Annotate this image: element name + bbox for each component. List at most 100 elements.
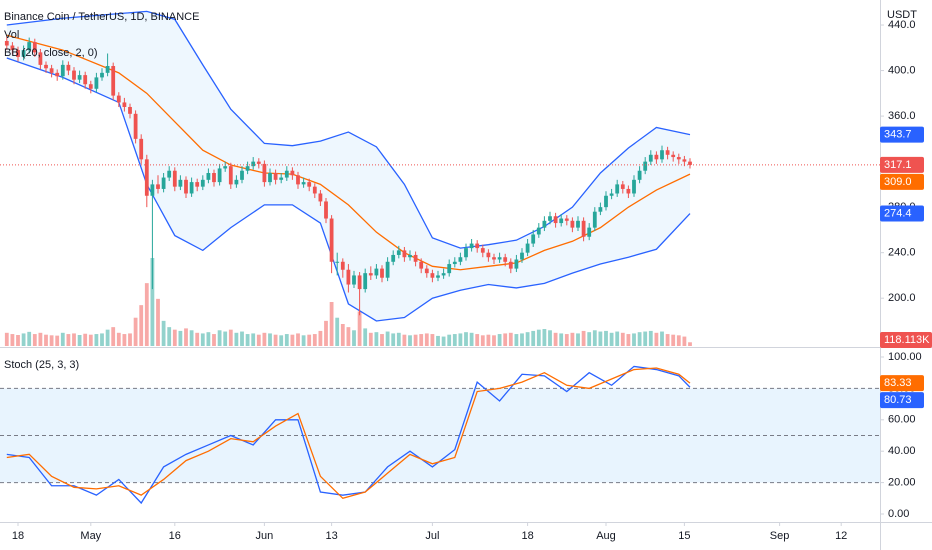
candle-body bbox=[217, 168, 222, 183]
candle-body bbox=[480, 248, 485, 253]
candle-body bbox=[44, 64, 48, 69]
candle-body bbox=[116, 95, 121, 103]
candle-body bbox=[559, 218, 564, 224]
last-value-label: 343.7 bbox=[884, 129, 912, 141]
volume-bar bbox=[592, 330, 597, 346]
candle-body bbox=[234, 179, 239, 185]
x-tick-label: Jun bbox=[256, 530, 274, 542]
volume-bar bbox=[262, 332, 267, 346]
candle-body bbox=[402, 250, 407, 258]
volume-bar bbox=[559, 333, 564, 346]
candle-body bbox=[391, 254, 396, 262]
candle-body bbox=[604, 195, 608, 208]
volume-bar bbox=[469, 332, 474, 346]
indicator-line bbox=[6, 57, 691, 322]
volume-bar bbox=[251, 333, 256, 346]
volume-bar bbox=[133, 317, 138, 346]
volume-bar bbox=[402, 334, 407, 346]
volume-bar bbox=[654, 332, 659, 346]
volume-bar bbox=[156, 298, 160, 346]
candle-body bbox=[189, 182, 194, 194]
candle-body bbox=[156, 184, 160, 189]
x-tick-label: 13 bbox=[325, 530, 337, 542]
volume-bar bbox=[458, 333, 463, 346]
candle-body bbox=[27, 42, 32, 51]
volume-bar bbox=[212, 334, 216, 346]
volume-bar bbox=[16, 335, 20, 346]
candle-body bbox=[66, 64, 71, 71]
volume-bar bbox=[447, 334, 452, 346]
candle-body bbox=[139, 138, 144, 160]
last-value-label: 80.73 bbox=[884, 394, 912, 406]
x-tick-label: Sep bbox=[770, 530, 790, 542]
last-value-tag bbox=[880, 173, 924, 190]
volume-bar bbox=[296, 333, 300, 346]
last-value-tag bbox=[880, 392, 924, 409]
last-value-label: 83.33 bbox=[884, 377, 912, 389]
volume-bar bbox=[223, 331, 228, 346]
volume-bar bbox=[688, 342, 692, 346]
candle-body bbox=[262, 163, 267, 183]
candle-body bbox=[60, 64, 65, 77]
candle-body bbox=[676, 157, 681, 160]
y-tick-label: 200.0 bbox=[888, 292, 916, 304]
band-fill bbox=[0, 388, 880, 483]
volume-bar bbox=[424, 333, 429, 346]
volume-bar bbox=[419, 334, 424, 346]
volume-bar bbox=[88, 334, 93, 346]
candle-body bbox=[128, 106, 132, 114]
volume-bar bbox=[475, 334, 480, 346]
volume-bar bbox=[660, 331, 664, 346]
volume-bar bbox=[27, 331, 32, 346]
candle-body bbox=[290, 170, 295, 176]
candle-body bbox=[615, 184, 620, 194]
volume-bar bbox=[307, 334, 312, 346]
candle-body bbox=[492, 257, 496, 260]
indicator-line bbox=[6, 10, 691, 249]
volume-bar bbox=[94, 334, 99, 346]
volume-bar bbox=[105, 329, 110, 346]
volume-bar bbox=[72, 333, 76, 346]
volume-bar bbox=[514, 334, 519, 346]
candle-body bbox=[32, 42, 37, 53]
candle-body bbox=[520, 252, 524, 260]
last-value-tag bbox=[880, 375, 924, 392]
candle-body bbox=[620, 184, 625, 189]
candle-body bbox=[212, 173, 216, 183]
candle-body bbox=[10, 45, 15, 51]
indicator-line bbox=[6, 367, 691, 500]
candle-body bbox=[682, 159, 687, 162]
volume-bar bbox=[548, 330, 552, 346]
indicator-line bbox=[6, 34, 691, 271]
candle-body bbox=[144, 159, 149, 196]
volume-bar bbox=[4, 332, 9, 346]
volume-bar bbox=[587, 332, 592, 346]
candle-body bbox=[368, 273, 373, 276]
candle-body bbox=[240, 170, 244, 180]
y-tick-label: 400.0 bbox=[888, 64, 916, 76]
candle-body bbox=[363, 273, 368, 290]
volume-bar bbox=[60, 332, 65, 346]
candle-body bbox=[4, 40, 9, 46]
candle-body bbox=[525, 243, 530, 253]
volume-bar bbox=[363, 328, 368, 346]
last-value-label: 317.1 bbox=[884, 159, 912, 171]
volume-bar bbox=[228, 329, 233, 346]
volume-bar bbox=[436, 335, 440, 346]
candle-body bbox=[223, 166, 228, 169]
candle-body bbox=[100, 72, 104, 78]
volume-bar bbox=[195, 332, 200, 346]
x-tick-label: 18 bbox=[521, 530, 533, 542]
volume-bar bbox=[357, 311, 362, 346]
volume-bar bbox=[374, 332, 379, 346]
candle-body bbox=[352, 275, 356, 285]
candle-body bbox=[441, 273, 446, 276]
candle-body bbox=[430, 273, 435, 278]
volume-bar bbox=[464, 332, 468, 346]
y-tick-label: 360.0 bbox=[888, 110, 916, 122]
candle-body bbox=[408, 254, 412, 258]
volume-bar bbox=[637, 332, 642, 346]
volume-bar bbox=[200, 333, 205, 346]
y-tick-label: 100.00 bbox=[888, 351, 922, 363]
